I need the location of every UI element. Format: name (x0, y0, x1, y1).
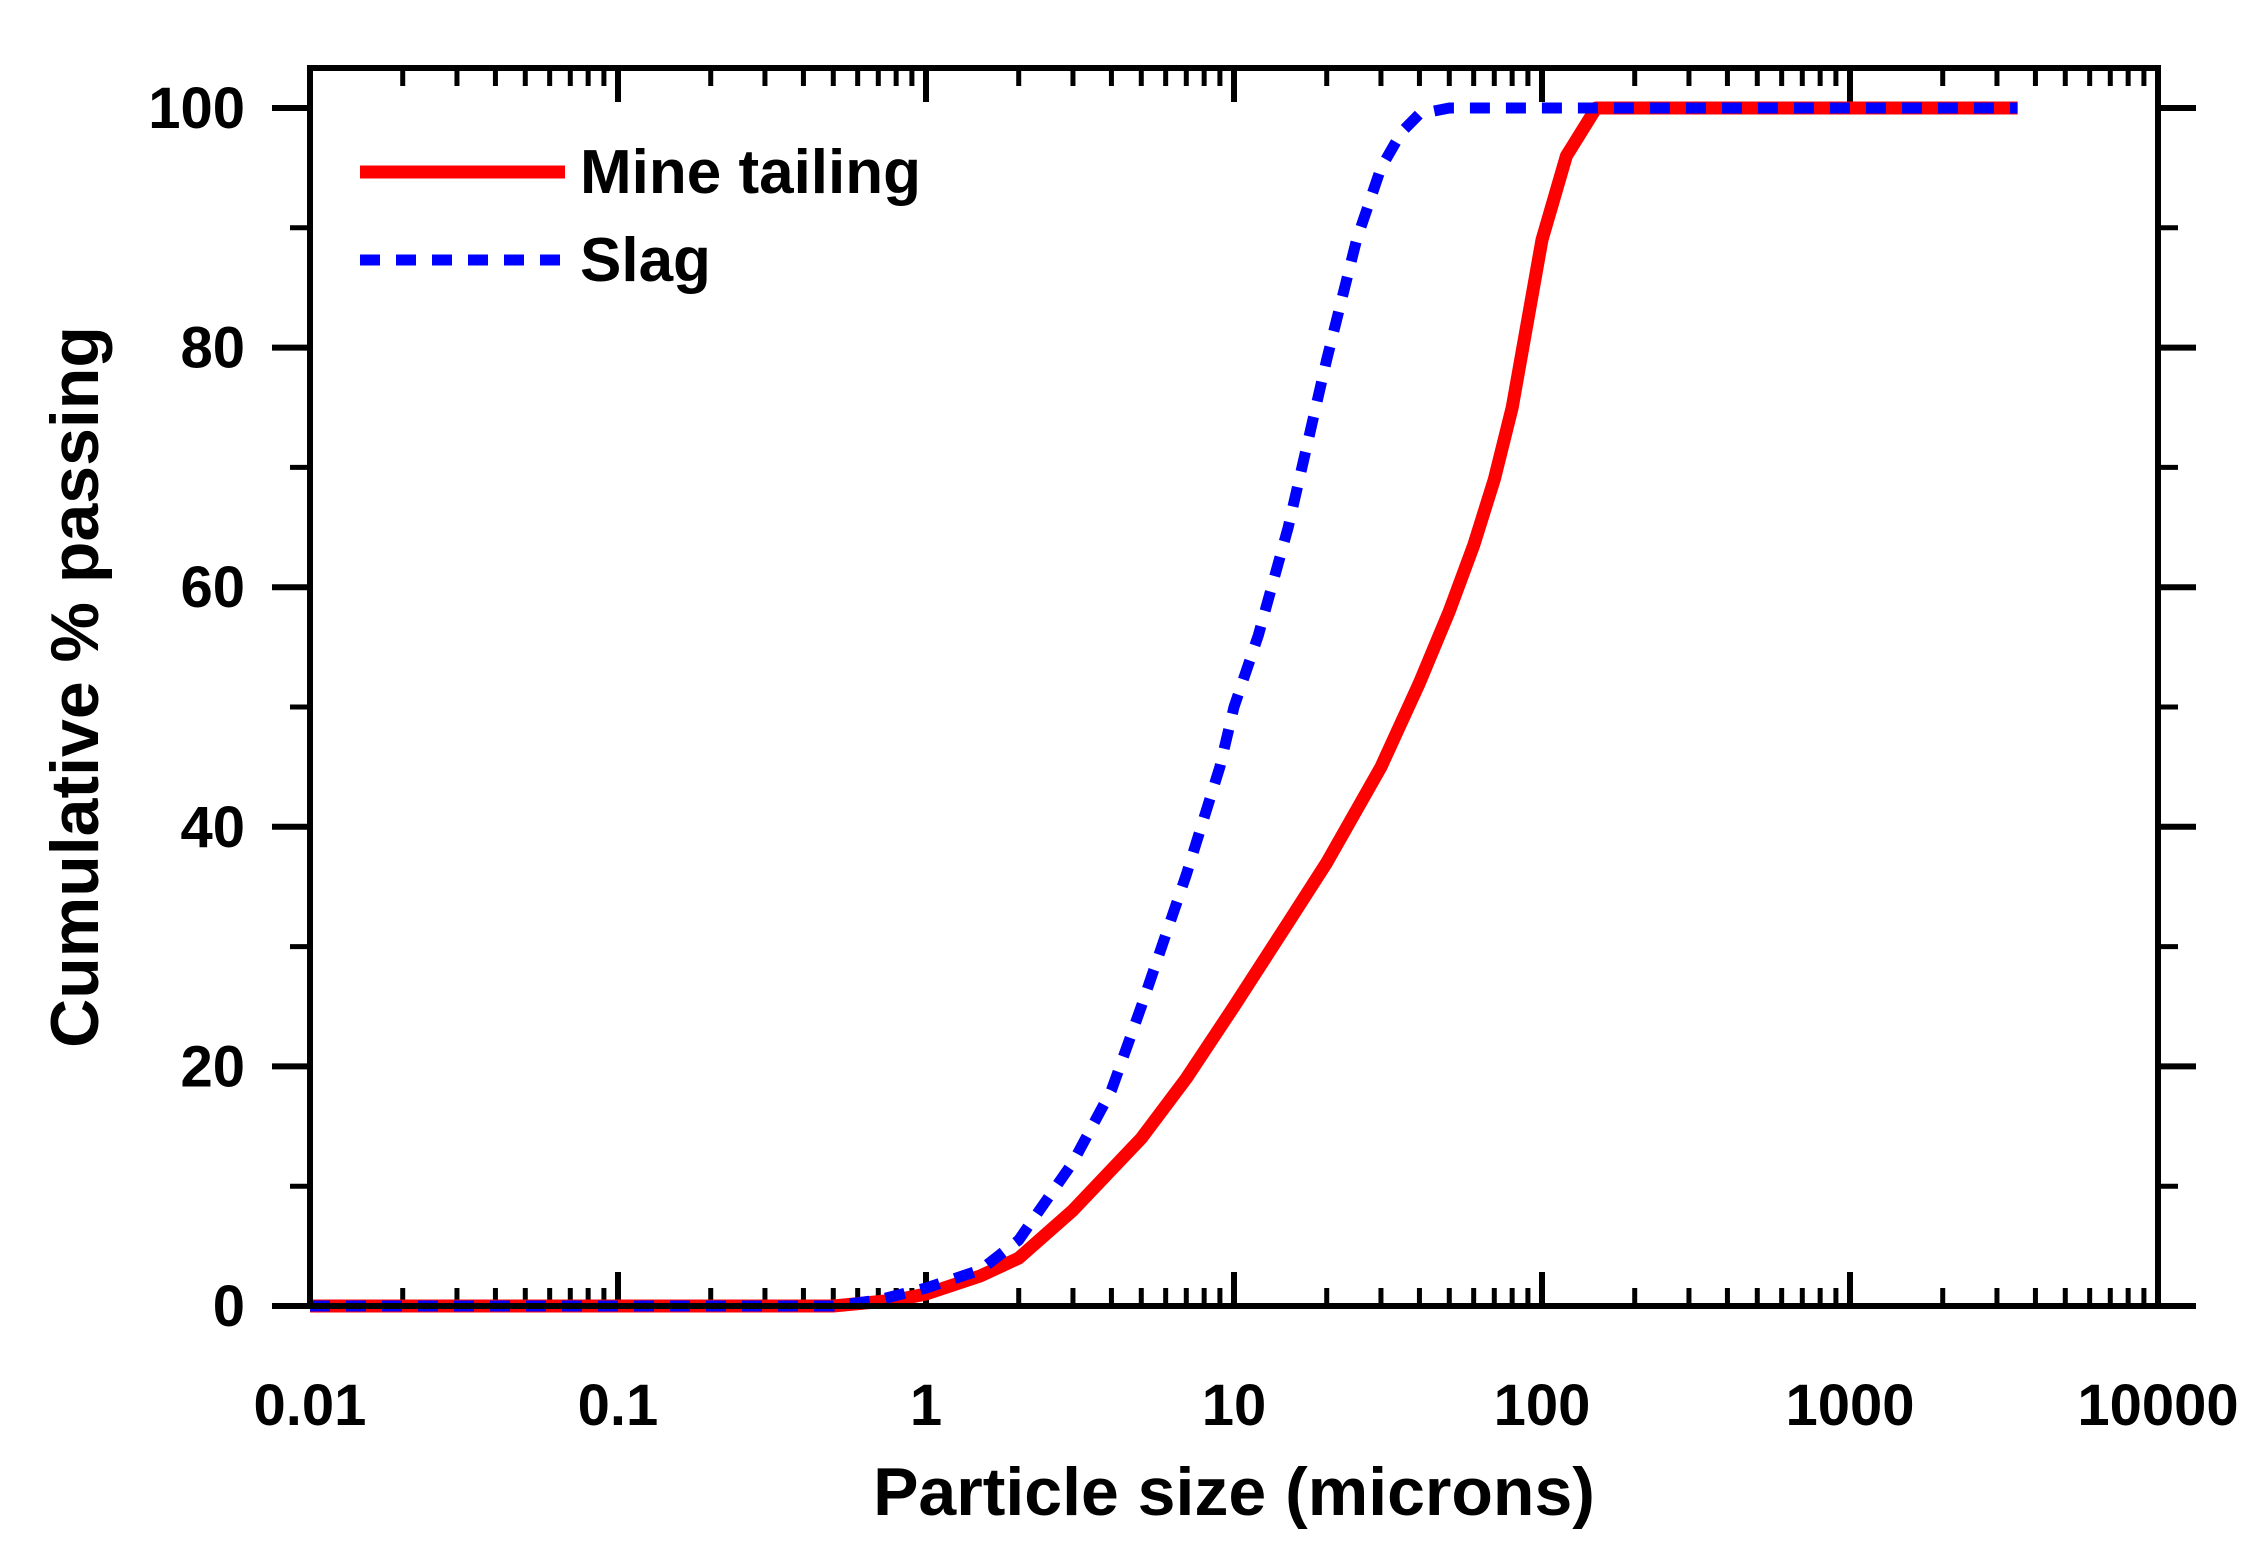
y-tick-label: 0 (213, 1274, 245, 1339)
series-line-mine-tailing (310, 101, 2018, 1313)
y-tick-label: 60 (180, 555, 245, 620)
x-tick-label: 10000 (2077, 1373, 2238, 1438)
legend: Mine tailing Slag (360, 138, 921, 295)
y-tick-label: 40 (180, 795, 245, 860)
series-line-slag (310, 102, 2018, 1312)
y-axis-title: Cumulative % passing (37, 326, 113, 1048)
x-tick-label: 1000 (1785, 1373, 1914, 1438)
legend-label-mine-tailing: Mine tailing (580, 138, 921, 207)
legend-label-slag: Slag (580, 226, 711, 295)
y-tick-label: 100 (148, 76, 245, 141)
x-tick-label: 100 (1494, 1373, 1591, 1438)
x-tick-label: 0.1 (578, 1373, 659, 1438)
x-axis-title: Particle size (microns) (873, 1454, 1595, 1530)
x-tick-label: 1 (910, 1373, 942, 1438)
y-tick-label: 20 (180, 1034, 245, 1099)
y-tick-label: 80 (180, 316, 245, 381)
axis-ticks (272, 68, 2196, 1309)
series-lines (310, 101, 2018, 1313)
x-tick-label: 0.01 (254, 1373, 367, 1438)
tick-labels: 0.01 0.1 1 10 100 1000 10000 0 20 40 60 80 100 (148, 76, 2238, 1438)
plot-frame (307, 65, 2161, 1309)
x-tick-label: 10 (1202, 1373, 1267, 1438)
